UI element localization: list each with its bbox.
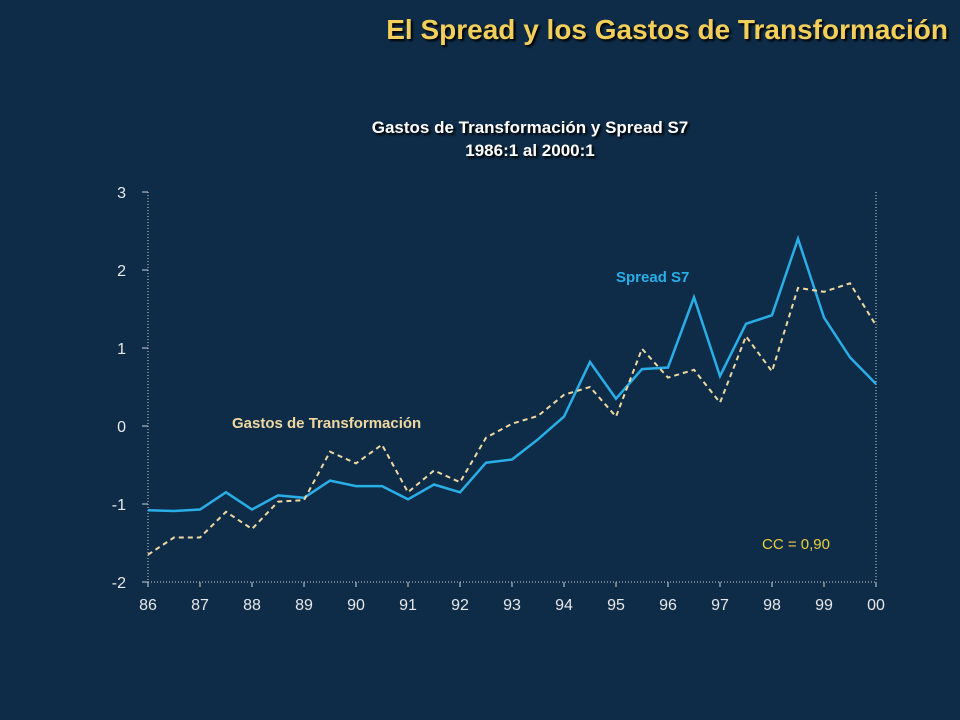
y-tick-label: 1 bbox=[117, 341, 126, 358]
y-tick-label: 2 bbox=[117, 263, 126, 280]
x-tick-label: 94 bbox=[555, 597, 573, 614]
correlation-label: CC = 0,90 bbox=[762, 536, 830, 553]
x-tick-label: 91 bbox=[399, 597, 417, 614]
gastos-series-label: Gastos de Transformación bbox=[232, 415, 421, 432]
slide-title: El Spread y los Gastos de Transformación bbox=[386, 14, 948, 45]
x-tick-label: 97 bbox=[711, 597, 729, 614]
spread-series-label: Spread S7 bbox=[616, 269, 689, 286]
y-tick-label: -2 bbox=[112, 575, 126, 592]
gastos-series-line bbox=[147, 282, 877, 556]
chart-title: Gastos de Transformación y Spread S7 bbox=[371, 118, 689, 137]
x-tick-label: 89 bbox=[295, 597, 313, 614]
chart-series bbox=[147, 234, 877, 556]
chart-subtitle: 1986:1 al 2000:1 bbox=[465, 141, 595, 160]
x-tick-label: 93 bbox=[503, 597, 521, 614]
x-tick-label: 00 bbox=[867, 597, 885, 614]
x-tick-label: 90 bbox=[347, 597, 365, 614]
x-tick-label: 95 bbox=[607, 597, 625, 614]
x-tick-label: 87 bbox=[191, 597, 209, 614]
y-tick-label: -1 bbox=[112, 497, 126, 514]
chart-axes: 3 2 1 0 -1 -2 86 87 88 89 90 91 92 93 94 95 96 97 98 99 00 bbox=[112, 185, 885, 614]
x-tick-label: 88 bbox=[243, 597, 261, 614]
x-tick-label: 96 bbox=[659, 597, 677, 614]
spread-series-line bbox=[147, 234, 877, 513]
y-tick-label: 3 bbox=[117, 185, 126, 202]
x-tick-label: 98 bbox=[763, 597, 781, 614]
x-tick-label: 99 bbox=[815, 597, 833, 614]
chart-annotations: Spread S7 Gastos de Transformación CC = … bbox=[232, 269, 830, 553]
y-tick-label: 0 bbox=[117, 419, 126, 436]
x-tick-label: 86 bbox=[139, 597, 157, 614]
x-tick-label: 92 bbox=[451, 597, 469, 614]
